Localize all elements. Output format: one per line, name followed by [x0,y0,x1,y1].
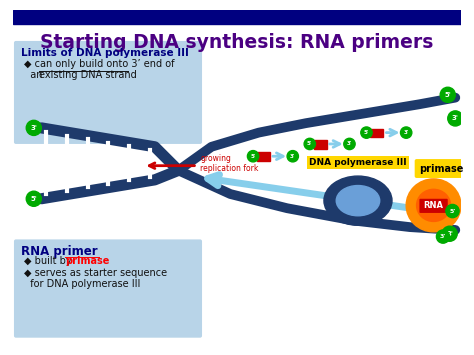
Circle shape [448,111,463,126]
Text: 3': 3' [452,115,459,121]
Circle shape [344,138,355,149]
Text: 5': 5' [445,92,451,98]
Ellipse shape [406,179,461,232]
Text: 3': 3' [446,231,453,237]
Text: 5': 5' [307,141,312,147]
Text: 5': 5' [250,154,256,159]
Ellipse shape [324,176,392,225]
Circle shape [440,87,456,102]
Circle shape [26,120,41,136]
Ellipse shape [336,186,380,216]
Circle shape [26,191,41,206]
Text: 3': 3' [346,141,352,147]
FancyBboxPatch shape [415,159,468,178]
Bar [314,140,327,149]
Text: Starting DNA synthesis: RNA primers: Starting DNA synthesis: RNA primers [40,33,434,53]
Text: 3': 3' [30,125,37,131]
Text: for DNA polymerase III: for DNA polymerase III [24,279,141,289]
Circle shape [304,138,315,149]
FancyBboxPatch shape [419,199,448,213]
Text: 5': 5' [30,196,37,202]
FancyBboxPatch shape [14,239,202,338]
Circle shape [437,230,450,243]
Text: primase: primase [65,256,109,266]
Circle shape [442,226,457,241]
Text: ◆ can only build onto 3’ end of: ◆ can only build onto 3’ end of [24,59,175,69]
Text: ◆ built by: ◆ built by [24,256,75,266]
Text: ◆ serves as starter sequence: ◆ serves as starter sequence [24,268,167,278]
Circle shape [446,204,459,218]
Text: Limits of DNA polymerase III: Limits of DNA polymerase III [20,48,189,58]
Circle shape [247,151,259,162]
Text: 3': 3' [440,234,446,239]
Text: 3': 3' [403,130,409,135]
FancyBboxPatch shape [14,41,202,144]
Circle shape [361,127,372,138]
Text: growing
replication fork: growing replication fork [200,154,258,174]
Text: existing DNA strand: existing DNA strand [39,70,137,80]
Bar [370,129,383,137]
Text: 5': 5' [449,208,456,214]
Ellipse shape [417,189,451,222]
Bar [13,10,461,24]
Text: an: an [24,70,46,80]
Text: RNA: RNA [424,201,444,210]
Circle shape [401,127,412,138]
Text: DNA polymerase III: DNA polymerase III [309,158,407,166]
Bar [257,152,270,161]
Circle shape [287,151,299,162]
Text: 3': 3' [290,154,295,159]
Text: primase: primase [419,164,463,174]
Text: RNA primer: RNA primer [20,245,97,258]
Text: 5': 5' [364,130,369,135]
